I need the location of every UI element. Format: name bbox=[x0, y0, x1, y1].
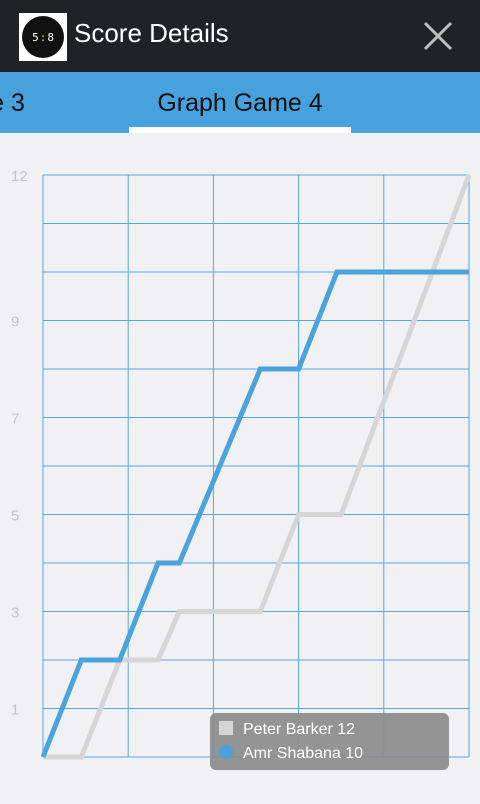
tab-graph-game-4-label: Graph Game 4 bbox=[157, 89, 323, 117]
legend-swatch bbox=[219, 721, 233, 735]
close-icon bbox=[423, 21, 453, 51]
series-line-amr-shabana bbox=[40, 269, 469, 758]
y-tick-label: 1 bbox=[11, 702, 19, 719]
y-tick-label: 5 bbox=[11, 508, 19, 525]
app-bar: 5 : 8 Score Details bbox=[0, 0, 480, 72]
tab-game-3[interactable]: Game 3 bbox=[0, 72, 25, 133]
series-line-peter-barker bbox=[43, 174, 472, 760]
app-logo-icon: 5 : 8 bbox=[19, 13, 67, 61]
score-chart: 1 3 5 7 9 12 Peter Barker 12 Amr Shabana 10 bbox=[0, 133, 480, 800]
y-tick-label: 9 bbox=[11, 314, 19, 331]
tab-game-3-label: Game 3 bbox=[0, 89, 25, 117]
chart-legend: Peter Barker 12 Amr Shabana 10 bbox=[210, 713, 449, 770]
legend-entry-label: Amr Shabana 10 bbox=[243, 745, 363, 762]
active-tab-indicator bbox=[129, 127, 351, 133]
y-tick-label: 7 bbox=[11, 411, 19, 428]
y-tick-label: 3 bbox=[11, 605, 19, 622]
legend-entry-label: Peter Barker 12 bbox=[243, 721, 355, 738]
logo-right-digit: 8 bbox=[47, 30, 54, 44]
close-button[interactable] bbox=[418, 16, 458, 56]
scoreboard-icon: 5 : 8 bbox=[22, 16, 64, 58]
page-title: Score Details bbox=[74, 18, 229, 48]
y-tick-label: 12 bbox=[11, 168, 28, 185]
score-chart-svg: 1 3 5 7 9 12 Peter Barker 12 Amr Shabana 10 bbox=[11, 168, 472, 770]
logo-left-digit: 5 bbox=[32, 30, 39, 44]
tab-graph-game-4[interactable]: Graph Game 4 bbox=[129, 72, 351, 133]
legend-swatch bbox=[219, 745, 233, 759]
legend-box bbox=[210, 713, 449, 770]
tab-strip: Game 3 Graph Game 4 bbox=[0, 72, 480, 133]
